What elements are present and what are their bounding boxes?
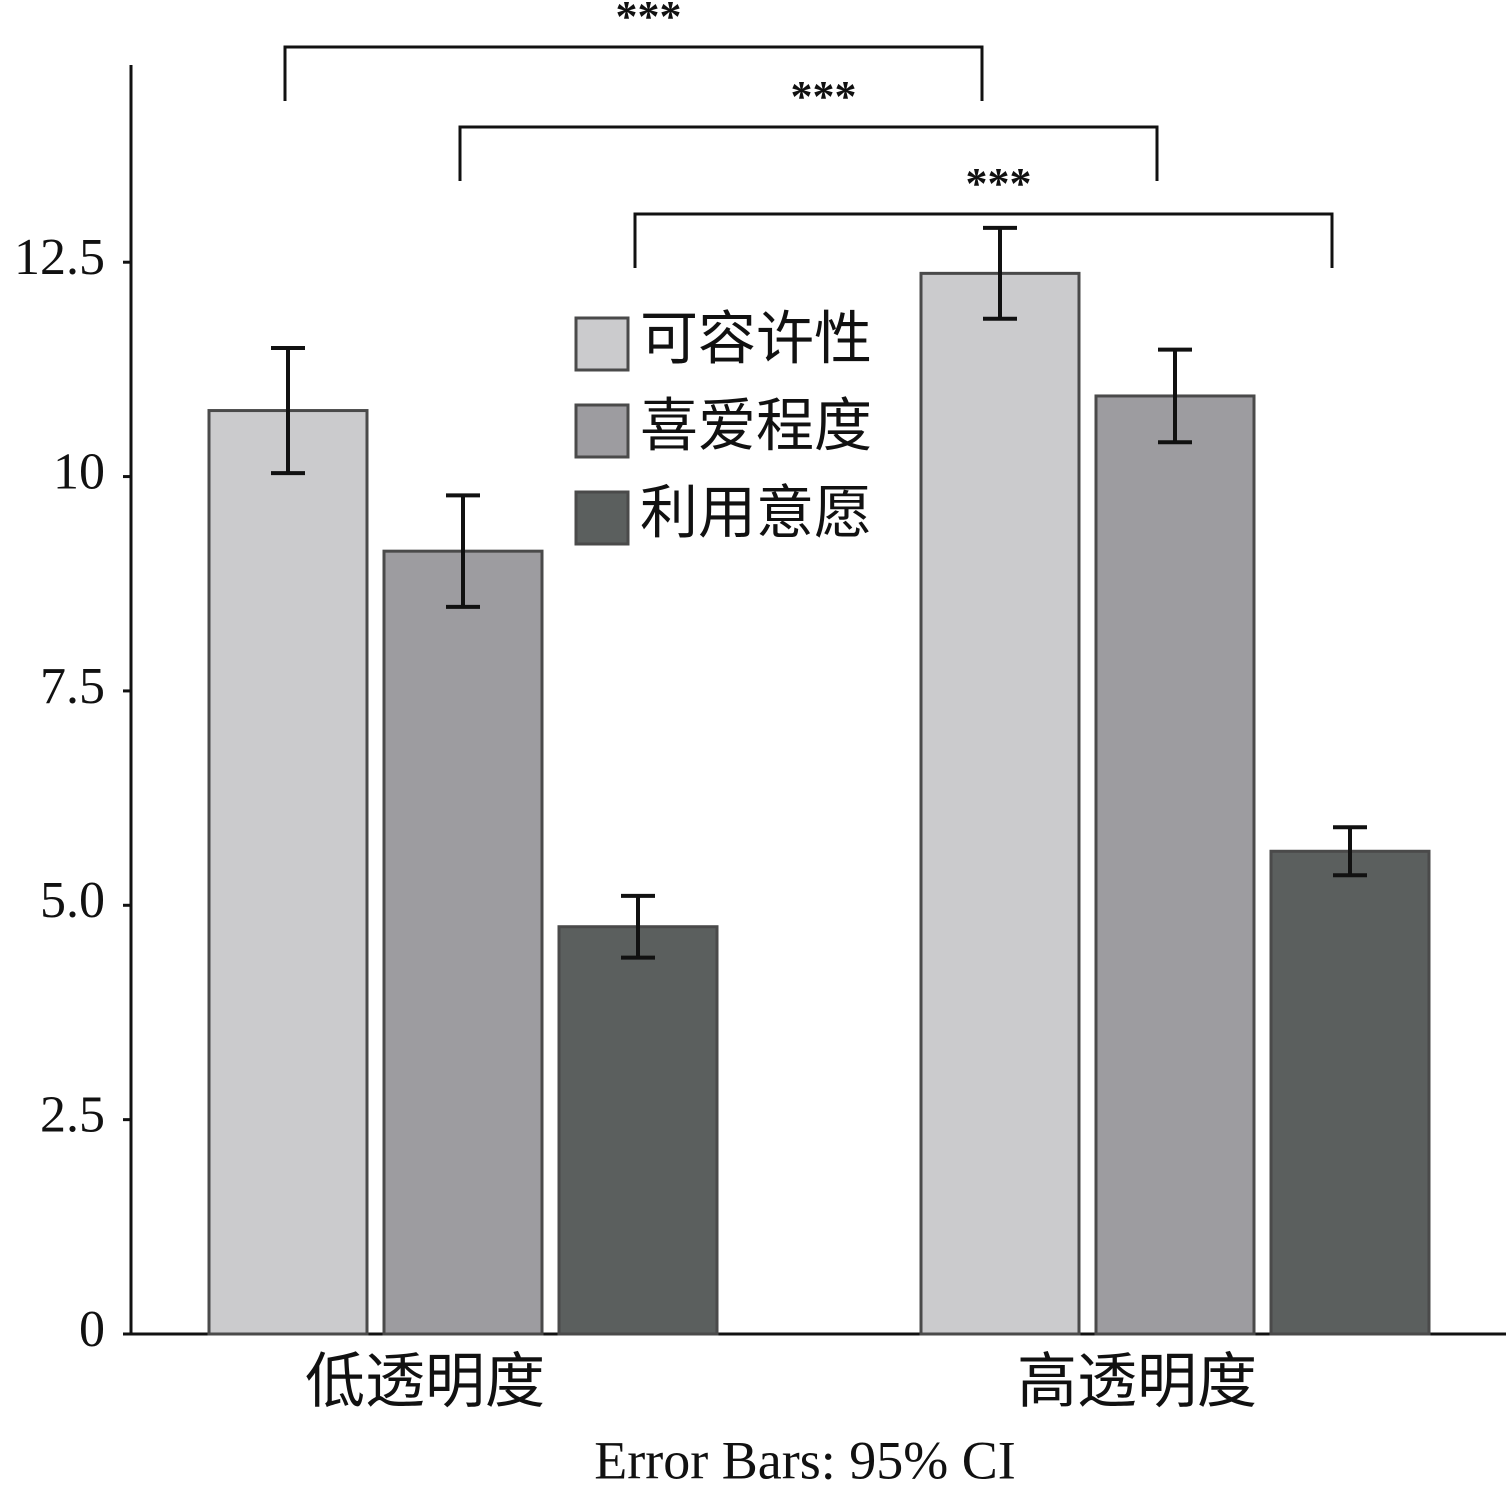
bar	[207, 409, 369, 1336]
legend-label: 喜爱程度	[640, 393, 872, 458]
significance-label: ***	[791, 72, 857, 121]
legend-label: 利用意愿	[640, 480, 872, 545]
bar	[919, 271, 1081, 1336]
x-tick-label: 高透明度	[1017, 1349, 1257, 1415]
y-tick-label: 0	[79, 1301, 105, 1358]
x-tick-label: 低透明度	[305, 1349, 545, 1415]
legend-label: 可容许性	[640, 306, 872, 371]
y-tick-label: 12.5	[14, 229, 105, 286]
bar	[557, 925, 719, 1336]
bar	[1094, 394, 1256, 1336]
y-tick-label: 5.0	[40, 872, 105, 929]
significance-label: ***	[616, 0, 682, 41]
error-bar	[271, 345, 305, 476]
significance-bracket	[633, 212, 1334, 268]
bar	[1269, 849, 1431, 1336]
bar	[382, 549, 544, 1336]
caption: Error Bars: 95% CI	[594, 1430, 1015, 1490]
error-bar	[446, 493, 480, 609]
y-tick-label: 7.5	[40, 658, 105, 715]
legend-swatch	[574, 403, 630, 459]
significance-bracket	[458, 125, 1159, 181]
error-bar	[1333, 825, 1367, 878]
significance-label: ***	[966, 159, 1032, 208]
error-bar	[1158, 347, 1192, 445]
error-bar	[621, 893, 655, 960]
significance-bracket	[283, 45, 984, 101]
y-tick-label: 10	[53, 444, 105, 501]
y-tick-label: 2.5	[40, 1087, 105, 1144]
error-bar	[983, 225, 1017, 321]
legend-swatch	[574, 490, 630, 546]
legend-swatch	[574, 316, 630, 372]
